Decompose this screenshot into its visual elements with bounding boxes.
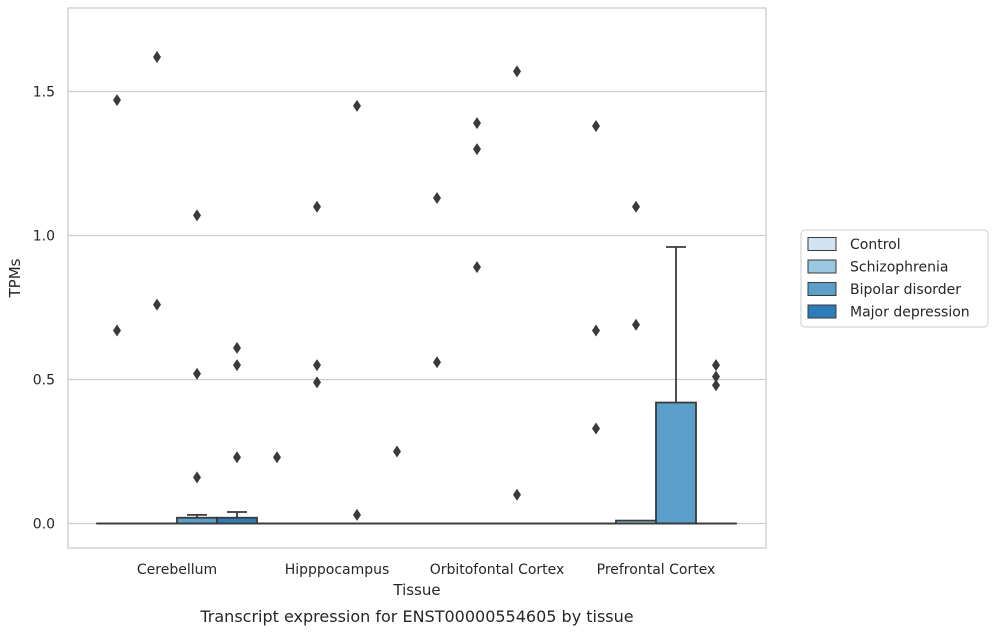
- outlier-point: [513, 488, 521, 501]
- legend-label: Bipolar disorder: [850, 282, 961, 298]
- outlier-point: [313, 359, 321, 372]
- legend-frame: [800, 229, 989, 328]
- outlier-point: [353, 508, 361, 521]
- y-axis-ticks: 0.00.51.01.52.02.53.03.5: [33, 85, 55, 533]
- outlier-point: [353, 99, 361, 112]
- outlier-point: [712, 370, 720, 383]
- outlier-layer: [113, 50, 720, 521]
- outlier-point: [313, 200, 321, 213]
- legend-label: Major depression: [850, 305, 970, 321]
- outlier-point: [153, 298, 161, 311]
- outlier-point: [233, 341, 241, 354]
- outlier-point: [433, 192, 441, 205]
- outlier-point: [712, 359, 720, 372]
- outlier-point: [233, 359, 241, 372]
- y-tick-label: 1.5: [33, 85, 55, 101]
- outlier-point: [233, 451, 241, 464]
- legend-swatch: [807, 282, 837, 296]
- outlier-point: [473, 261, 481, 274]
- x-tick-label: Hipppocampus: [285, 562, 390, 578]
- legend-label: Control: [850, 237, 901, 253]
- outlier-point: [712, 379, 720, 392]
- legend: Control Schizophrenia Bipolar disorder Majo…: [800, 229, 989, 328]
- legend-swatch: [807, 259, 837, 274]
- y-tick-label: 0.0: [33, 517, 55, 533]
- legend-swatch: [807, 237, 837, 251]
- outlier-point: [592, 422, 600, 435]
- outlier-point: [273, 451, 281, 464]
- outlier-point: [473, 117, 481, 130]
- outlier-point: [113, 324, 121, 337]
- box-series-layer: [96, 246, 737, 525]
- box-bipolar-disorder: [176, 513, 218, 525]
- outlier-point: [113, 94, 121, 107]
- legend-swatch: [807, 304, 837, 319]
- legend-items: Control Schizophrenia Bipolar disorder Majo…: [807, 237, 970, 321]
- x-axis-label: Tissue: [392, 581, 440, 599]
- outlier-point: [592, 120, 600, 133]
- outlier-point: [193, 367, 201, 380]
- x-tick-label: Prefrontal Cortex: [597, 562, 716, 578]
- outlier-point: [473, 143, 481, 156]
- outlier-point: [153, 50, 161, 63]
- box-major-depression: [216, 511, 258, 525]
- outlier-point: [313, 376, 321, 389]
- outlier-point: [433, 356, 441, 369]
- outlier-point: [513, 65, 521, 78]
- x-tick-label: Cerebellum: [137, 562, 217, 578]
- outlier-point: [592, 324, 600, 337]
- x-tick-label: Orbitofontal Cortex: [430, 562, 565, 578]
- box-bipolar-disorder: [655, 246, 697, 525]
- plot-area-frame: [67, 7, 767, 549]
- outlier-point: [632, 318, 640, 331]
- legend-label: Schizophrenia: [850, 260, 948, 276]
- outlier-point: [393, 445, 401, 458]
- box-schizophrenia: [615, 519, 657, 525]
- outlier-point: [632, 200, 640, 213]
- outlier-point: [193, 471, 201, 484]
- y-axis-label: TPMs: [6, 258, 24, 298]
- box-body: [655, 401, 697, 525]
- outlier-point: [193, 209, 201, 222]
- y-tick-label: 1.0: [33, 229, 55, 245]
- y-tick-label: 0.5: [33, 373, 55, 389]
- chart-caption: Transcript expression for ENST0000055460…: [199, 607, 633, 626]
- x-axis-ticks: Cerebellum Hipppocampus Orbitofontal Corte…: [137, 562, 715, 578]
